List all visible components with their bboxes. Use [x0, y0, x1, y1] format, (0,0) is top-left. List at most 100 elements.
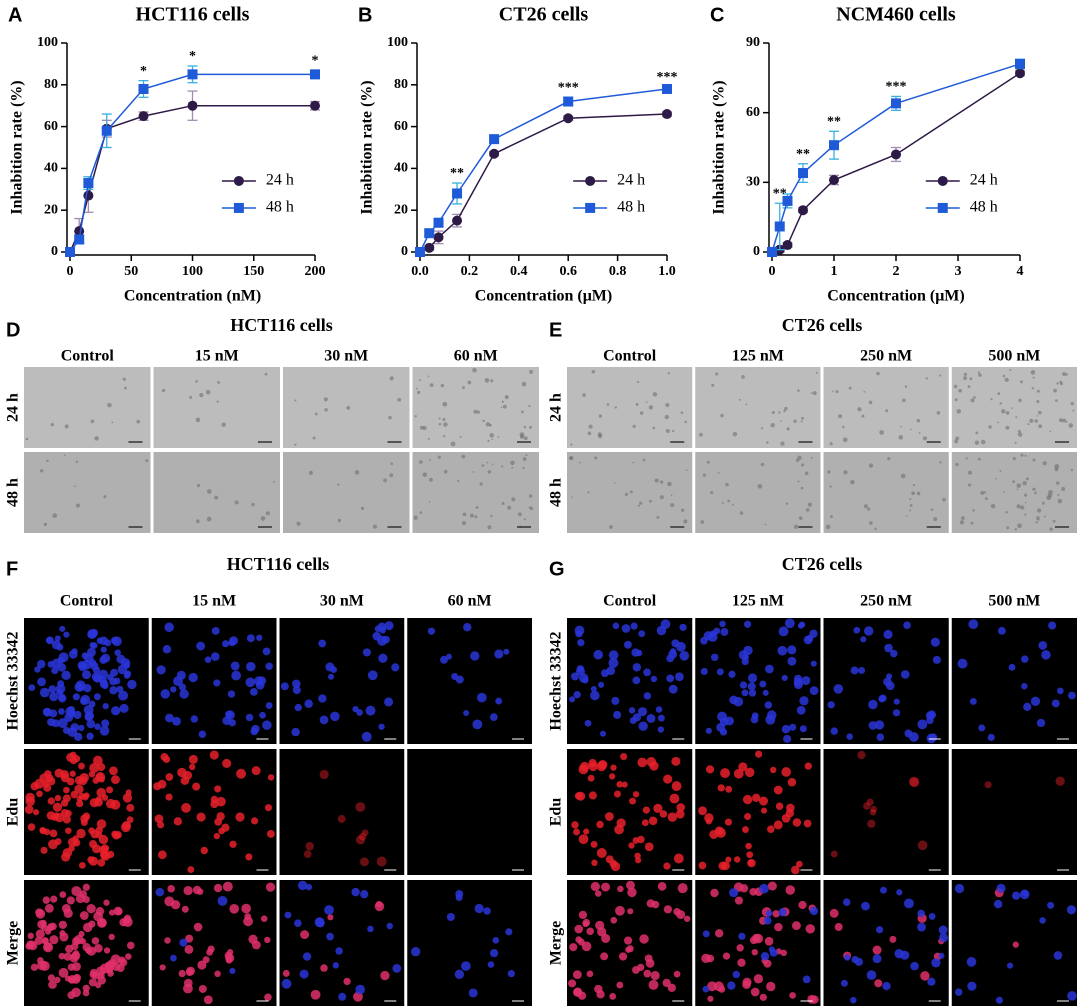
- cell: [967, 981, 977, 991]
- cell: [1022, 480, 1027, 486]
- cell: [598, 681, 605, 688]
- cell: [378, 653, 388, 663]
- cell: [507, 505, 512, 510]
- cell: [89, 659, 97, 667]
- cell: [1054, 464, 1060, 469]
- cell: [1024, 454, 1027, 457]
- cell: [969, 377, 973, 381]
- cell: [27, 932, 34, 940]
- cell: [925, 711, 935, 720]
- cell: [61, 904, 71, 913]
- cell: [615, 905, 625, 916]
- image-bg: [412, 367, 539, 448]
- cell: [973, 396, 976, 399]
- cell: [920, 971, 930, 981]
- cell: [739, 511, 744, 515]
- cell: [587, 774, 595, 782]
- cell: [214, 495, 219, 500]
- cell: [54, 794, 62, 802]
- cell: [869, 809, 877, 816]
- cell: [1029, 418, 1034, 423]
- cell: [926, 733, 937, 744]
- cell: [983, 491, 987, 494]
- cell: [71, 987, 81, 998]
- cell: [51, 719, 60, 728]
- cell: [374, 901, 385, 912]
- y-tick-label: 60: [746, 105, 760, 120]
- y-tick-label: 80: [394, 77, 408, 92]
- cell: [1005, 411, 1010, 415]
- cell: [1019, 889, 1030, 900]
- cell: [386, 922, 393, 930]
- cell: [868, 400, 873, 405]
- cell: [126, 803, 135, 812]
- cell: [98, 845, 108, 855]
- image-bg: [407, 880, 532, 1006]
- cell: [954, 439, 958, 444]
- cell: [805, 508, 810, 512]
- cell: [308, 470, 314, 475]
- cell: [785, 502, 789, 505]
- cell: [939, 461, 942, 464]
- image-bg: [567, 452, 693, 533]
- cell: [1021, 683, 1028, 690]
- cell: [863, 626, 874, 636]
- cell: [1017, 429, 1021, 433]
- micrograph: [567, 618, 693, 744]
- cell: [863, 504, 868, 509]
- cell: [890, 649, 898, 658]
- cell: [183, 978, 193, 988]
- cell: [744, 767, 755, 778]
- cell: [455, 889, 464, 898]
- cell: [624, 492, 629, 497]
- cell: [866, 798, 874, 806]
- legend-label: 48 h: [617, 199, 645, 216]
- cell: [360, 506, 365, 511]
- cell: [996, 883, 1006, 893]
- cell: [324, 905, 334, 915]
- cell: [629, 490, 633, 494]
- cell: [42, 896, 51, 904]
- cell: [718, 985, 726, 993]
- cell: [1017, 432, 1023, 437]
- cell: [705, 765, 715, 774]
- cell: [213, 883, 223, 893]
- cell: [657, 726, 665, 733]
- cell: [706, 460, 710, 464]
- marker: [767, 247, 777, 257]
- cell: [632, 713, 642, 722]
- cell: [909, 498, 912, 501]
- cell: [59, 932, 69, 942]
- cell: [672, 429, 675, 433]
- cell: [500, 406, 503, 409]
- cell: [267, 774, 275, 781]
- cell: [94, 723, 101, 730]
- cell: [497, 436, 500, 438]
- marker: [424, 228, 435, 239]
- cell: [858, 666, 866, 674]
- legend-marker: [233, 202, 244, 213]
- cell: [623, 936, 633, 945]
- cell: [472, 471, 475, 473]
- micrograph: [951, 749, 1077, 875]
- cell: [800, 420, 803, 423]
- x-tick-label: 100: [182, 264, 203, 279]
- cell: [903, 621, 911, 630]
- cell: [57, 663, 67, 672]
- cell: [700, 520, 705, 524]
- cell: [800, 463, 805, 467]
- cell: [1039, 917, 1046, 924]
- cell: [898, 435, 904, 440]
- cell: [666, 674, 675, 683]
- cell: [752, 793, 761, 802]
- x-tick-label: 0: [769, 264, 776, 279]
- cell: [959, 520, 965, 525]
- cell: [338, 992, 347, 1001]
- cell: [280, 682, 289, 691]
- cell: [911, 491, 915, 496]
- cell: [161, 388, 166, 393]
- cell: [419, 460, 423, 464]
- cell: [738, 398, 741, 401]
- cell: [802, 975, 811, 984]
- micrograph: [153, 367, 280, 448]
